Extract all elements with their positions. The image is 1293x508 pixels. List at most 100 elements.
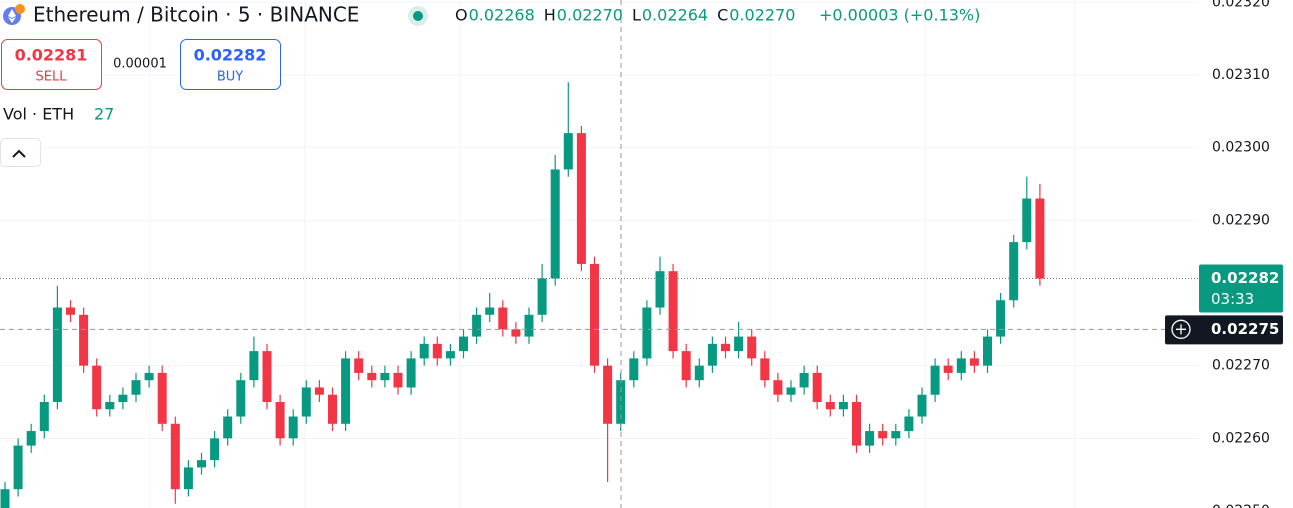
price-tags: 0.02282 03:33 0.02275 <box>1165 264 1283 345</box>
candle-body <box>39 401 49 432</box>
candle-body <box>66 307 75 315</box>
candle-body <box>760 358 770 381</box>
candle-body <box>131 380 141 395</box>
ohlc-key: O <box>455 6 468 25</box>
ohlc-value: 0.02270 <box>557 6 623 25</box>
candle-body <box>694 365 704 381</box>
candle-body <box>262 351 272 402</box>
candle-body <box>603 365 613 424</box>
candle-body <box>314 387 324 395</box>
candle-body <box>996 300 1006 337</box>
buy-button[interactable] <box>180 39 281 90</box>
candle-body <box>629 358 639 381</box>
candle-body <box>773 380 783 395</box>
sell-button[interactable] <box>1 39 102 90</box>
candle-body <box>550 169 560 279</box>
candle-body <box>445 351 455 359</box>
crosshair-tag <box>1165 315 1283 345</box>
candle-body <box>249 351 259 381</box>
candle-body <box>891 431 901 439</box>
candle-body <box>681 351 691 381</box>
candle-body <box>747 336 757 359</box>
candle-body <box>969 358 979 366</box>
y-tick-label: 0.02250 <box>1212 503 1270 508</box>
candle-body <box>393 372 403 388</box>
candle-body <box>144 372 154 381</box>
grid <box>0 1 1199 439</box>
candle-body <box>157 372 167 424</box>
candle-body <box>301 387 311 417</box>
ohlc-key: L <box>632 6 641 25</box>
crosshair-label: 0.02275 <box>1211 320 1279 338</box>
candle-body <box>197 460 206 468</box>
candle-body <box>92 365 102 410</box>
y-tick-label: 0.02310 <box>1212 67 1270 83</box>
y-tick-label: 0.02260 <box>1212 430 1270 446</box>
candle-body <box>721 343 730 352</box>
candle-body <box>956 358 966 373</box>
candle-body <box>511 329 521 337</box>
candle-body <box>1009 242 1019 301</box>
candle-body <box>223 416 233 439</box>
candles <box>0 82 1045 508</box>
candle-body <box>354 358 364 373</box>
status-dot <box>413 11 423 21</box>
buy-price: 0.02282 <box>194 46 267 65</box>
ohlc-value: 0.02264 <box>642 6 708 25</box>
candle-body <box>799 372 809 388</box>
candle-body <box>537 278 547 315</box>
ohlc-legend: O 0.02268 H 0.02270 L 0.02264 C 0.02270 <box>455 6 795 25</box>
candle-body <box>0 489 10 508</box>
sell-price: 0.02281 <box>15 46 88 65</box>
candle-body <box>406 358 416 388</box>
candle-body <box>655 271 665 308</box>
spread: 0.00001 <box>113 57 167 72</box>
y-tick-label: 0.02320 <box>1212 0 1270 10</box>
buy-label: BUY <box>217 70 243 85</box>
price-axis: 0.02250 0.02260 0.02270 0.02290 0.02300 0.023… <box>1212 0 1270 508</box>
candle-body <box>825 401 835 410</box>
candle-body <box>105 401 115 410</box>
last-price-tag <box>1199 264 1283 313</box>
candle-body <box>707 343 717 366</box>
candle-body <box>734 336 744 352</box>
candle-body <box>236 380 246 417</box>
candle-body <box>459 336 468 352</box>
candle-body <box>642 307 652 359</box>
candle-body <box>288 416 298 439</box>
candle-body <box>943 365 953 373</box>
candle-body <box>668 271 678 352</box>
volume-label: Vol · ETH <box>3 105 74 124</box>
candle-body <box>1035 198 1045 279</box>
candle-body <box>419 343 429 359</box>
candle-body <box>341 358 351 424</box>
vertical-grid <box>149 0 1076 508</box>
candle-body <box>1022 198 1032 243</box>
candle-body <box>576 133 586 264</box>
candle-body <box>786 387 796 395</box>
eth-glyph <box>8 9 16 23</box>
candle-body <box>210 438 220 461</box>
candle-body <box>865 431 875 446</box>
y-tick-label: 0.02290 <box>1212 212 1270 228</box>
symbol-title: Ethereum / Bitcoin · 5 · BINANCE <box>33 3 359 27</box>
btc-icon <box>15 4 25 14</box>
change: +0.00003 (+0.13%) <box>819 6 980 25</box>
candle-body <box>118 394 128 402</box>
volume-value: 27 <box>94 105 114 124</box>
ohlc-key: H <box>544 6 556 25</box>
candle-body <box>590 263 599 366</box>
candle-body <box>524 314 534 337</box>
candle-body <box>380 372 390 381</box>
y-tick-label: 0.02270 <box>1212 358 1270 374</box>
add-alert-plus <box>1176 324 1186 335</box>
candle-body <box>563 133 573 170</box>
candle-body <box>275 401 285 439</box>
candle-body <box>983 336 992 366</box>
candle-body <box>367 372 377 381</box>
candle-body <box>328 394 337 424</box>
candle-body <box>13 445 23 490</box>
candle-body <box>52 307 62 402</box>
candle-body <box>183 467 193 490</box>
candle-body <box>852 401 861 446</box>
